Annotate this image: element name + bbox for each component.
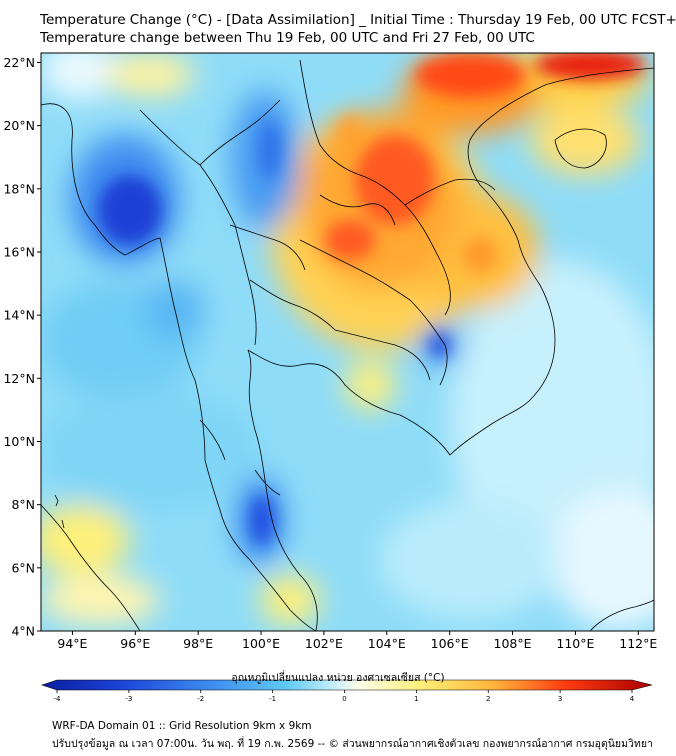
lon-label: 104°E — [368, 636, 406, 651]
longitude-labels: 94°E 96°E 98°E 100°E 102°E 104°E 106°E 108°E 110… — [57, 631, 657, 651]
lon-label: 102°E — [305, 636, 343, 651]
lat-label: 4°N — [11, 624, 35, 639]
colorbar-tick-label: 1 — [414, 695, 418, 703]
colorbar-tick-label: 0 — [342, 695, 346, 703]
lat-label: 12°N — [3, 371, 35, 386]
colorbar-title: อุณหภูมิเปลี่ยนแปลง หน่วย องศาเซลเซียส (… — [231, 672, 445, 684]
colorbar-tick-label: 3 — [558, 695, 562, 703]
lat-label: 22°N — [3, 55, 35, 70]
lat-label: 20°N — [3, 118, 35, 133]
title-line1: Temperature Change (°C) - [Data Assimila… — [40, 12, 676, 28]
lon-label: 110°E — [556, 636, 594, 651]
lat-label: 16°N — [3, 244, 35, 259]
lon-label: 112°E — [619, 636, 657, 651]
colorbar-ticks: -4 -3 -2 -1 0 1 2 3 4 — [54, 690, 635, 703]
colorbar-tick-label: -2 — [197, 695, 204, 703]
lon-label: 94°E — [57, 636, 87, 651]
title-line2: Temperature change between Thu 19 Feb, 0… — [40, 30, 535, 46]
lat-label: 8°N — [11, 497, 35, 512]
temperature-field — [41, 53, 654, 631]
lat-label: 14°N — [3, 308, 35, 323]
lon-label: 96°E — [120, 636, 150, 651]
lon-label: 106°E — [431, 636, 469, 651]
colorbar-tick-label: -1 — [269, 695, 276, 703]
map-frame — [40, 52, 655, 632]
latitude-labels: 22°N 20°N 18°N 16°N 14°N 12°N 10°N 8°N 6°N 4°N — [3, 55, 41, 639]
footer-line2: ปรับปรุงข้อมูล ณ เวลา 07:00น. วัน พฤ. ที… — [52, 738, 653, 750]
lon-label: 108°E — [494, 636, 532, 651]
lat-label: 10°N — [3, 434, 35, 449]
colorbar-tick-label: -3 — [125, 695, 132, 703]
lat-label: 18°N — [3, 181, 35, 196]
lon-label: 98°E — [183, 636, 213, 651]
coastlines-borders — [41, 59, 654, 631]
footer-line1: WRF-DA Domain 01 :: Grid Resolution 9km … — [52, 720, 312, 732]
colorbar: -4 -3 -2 -1 0 1 2 3 4 — [41, 679, 653, 703]
colorbar-tick-label: 4 — [630, 695, 635, 703]
colorbar-tick-label: -4 — [54, 695, 62, 703]
colorbar-tick-label: 2 — [486, 695, 490, 703]
lat-label: 6°N — [11, 560, 35, 575]
lon-label: 100°E — [242, 636, 280, 651]
